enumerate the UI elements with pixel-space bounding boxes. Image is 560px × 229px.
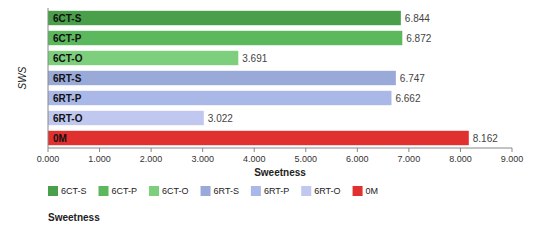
value-label: 3.022 — [208, 113, 233, 124]
legend-swatch — [99, 186, 109, 196]
x-tick — [202, 148, 203, 152]
x-tick-label: 6.000 — [346, 154, 369, 164]
legend-label: 6RT-P — [264, 186, 289, 196]
x-axis-line — [48, 148, 512, 149]
category-label: 6CT-P — [53, 33, 82, 44]
x-tick-label: 2.000 — [140, 154, 163, 164]
footer-label: Sweetness — [48, 212, 100, 223]
x-axis-label: Sweetness — [254, 167, 306, 178]
bar — [48, 111, 204, 125]
x-tick — [408, 148, 409, 152]
x-tick — [48, 148, 49, 152]
legend-swatch — [48, 186, 58, 196]
bar — [48, 11, 401, 25]
legend-swatch — [149, 186, 159, 196]
x-tick-label: 4.000 — [243, 154, 266, 164]
category-label: 6CT-S — [53, 13, 82, 24]
x-tick — [99, 148, 100, 152]
legend: 6CT-S 6CT-P 6CT-O 6RT-S 6RT-P 6RT-O 0M — [48, 186, 378, 196]
bars — [48, 11, 469, 145]
value-label: 6.747 — [400, 73, 425, 84]
x-tick — [460, 148, 461, 152]
bar — [48, 91, 391, 105]
x-tick-label: 1.000 — [88, 154, 111, 164]
x-tick — [357, 148, 358, 152]
value-label: 3.691 — [242, 53, 267, 64]
legend-label: 6CT-S — [61, 186, 87, 196]
bar — [48, 131, 469, 145]
x-tick-label: 0.000 — [37, 154, 60, 164]
x-tick-label: 3.000 — [191, 154, 214, 164]
category-label: 6RT-S — [53, 73, 82, 84]
y-axis-label: SWS — [17, 66, 28, 89]
y-axis-line — [48, 8, 49, 148]
x-tick — [151, 148, 152, 152]
bar — [48, 71, 396, 85]
legend-swatch — [301, 186, 311, 196]
legend-label: 6RT-S — [214, 186, 239, 196]
legend-swatch — [201, 186, 211, 196]
category-label: 6RT-P — [53, 93, 82, 104]
legend-swatch — [251, 186, 261, 196]
value-label: 6.662 — [395, 93, 420, 104]
category-label: 0M — [53, 133, 67, 144]
legend-swatch — [353, 186, 363, 196]
category-label: 6RT-O — [53, 113, 83, 124]
legend-label: 6CT-O — [162, 186, 189, 196]
x-tick-label: 9.000 — [501, 154, 524, 164]
value-label: 6.844 — [405, 13, 430, 24]
chart: 6CT-S 6CT-P 6CT-O 6RT-S 6RT-P 6RT-O 0M 6.844 6.8… — [0, 0, 560, 229]
category-label: 6CT-O — [53, 53, 83, 64]
x-tick-label: 5.000 — [295, 154, 318, 164]
bar — [48, 31, 402, 45]
value-label: 6.872 — [406, 33, 431, 44]
value-label: 8.162 — [473, 133, 498, 144]
x-tick — [512, 148, 513, 152]
legend-label: 6RT-O — [314, 186, 340, 196]
legend-label: 6CT-P — [112, 186, 138, 196]
x-tick — [254, 148, 255, 152]
bar — [48, 51, 238, 65]
x-tick-label: 8.000 — [449, 154, 472, 164]
x-tick-label: 7.000 — [398, 154, 421, 164]
legend-label: 0M — [366, 186, 379, 196]
x-tick — [305, 148, 306, 152]
